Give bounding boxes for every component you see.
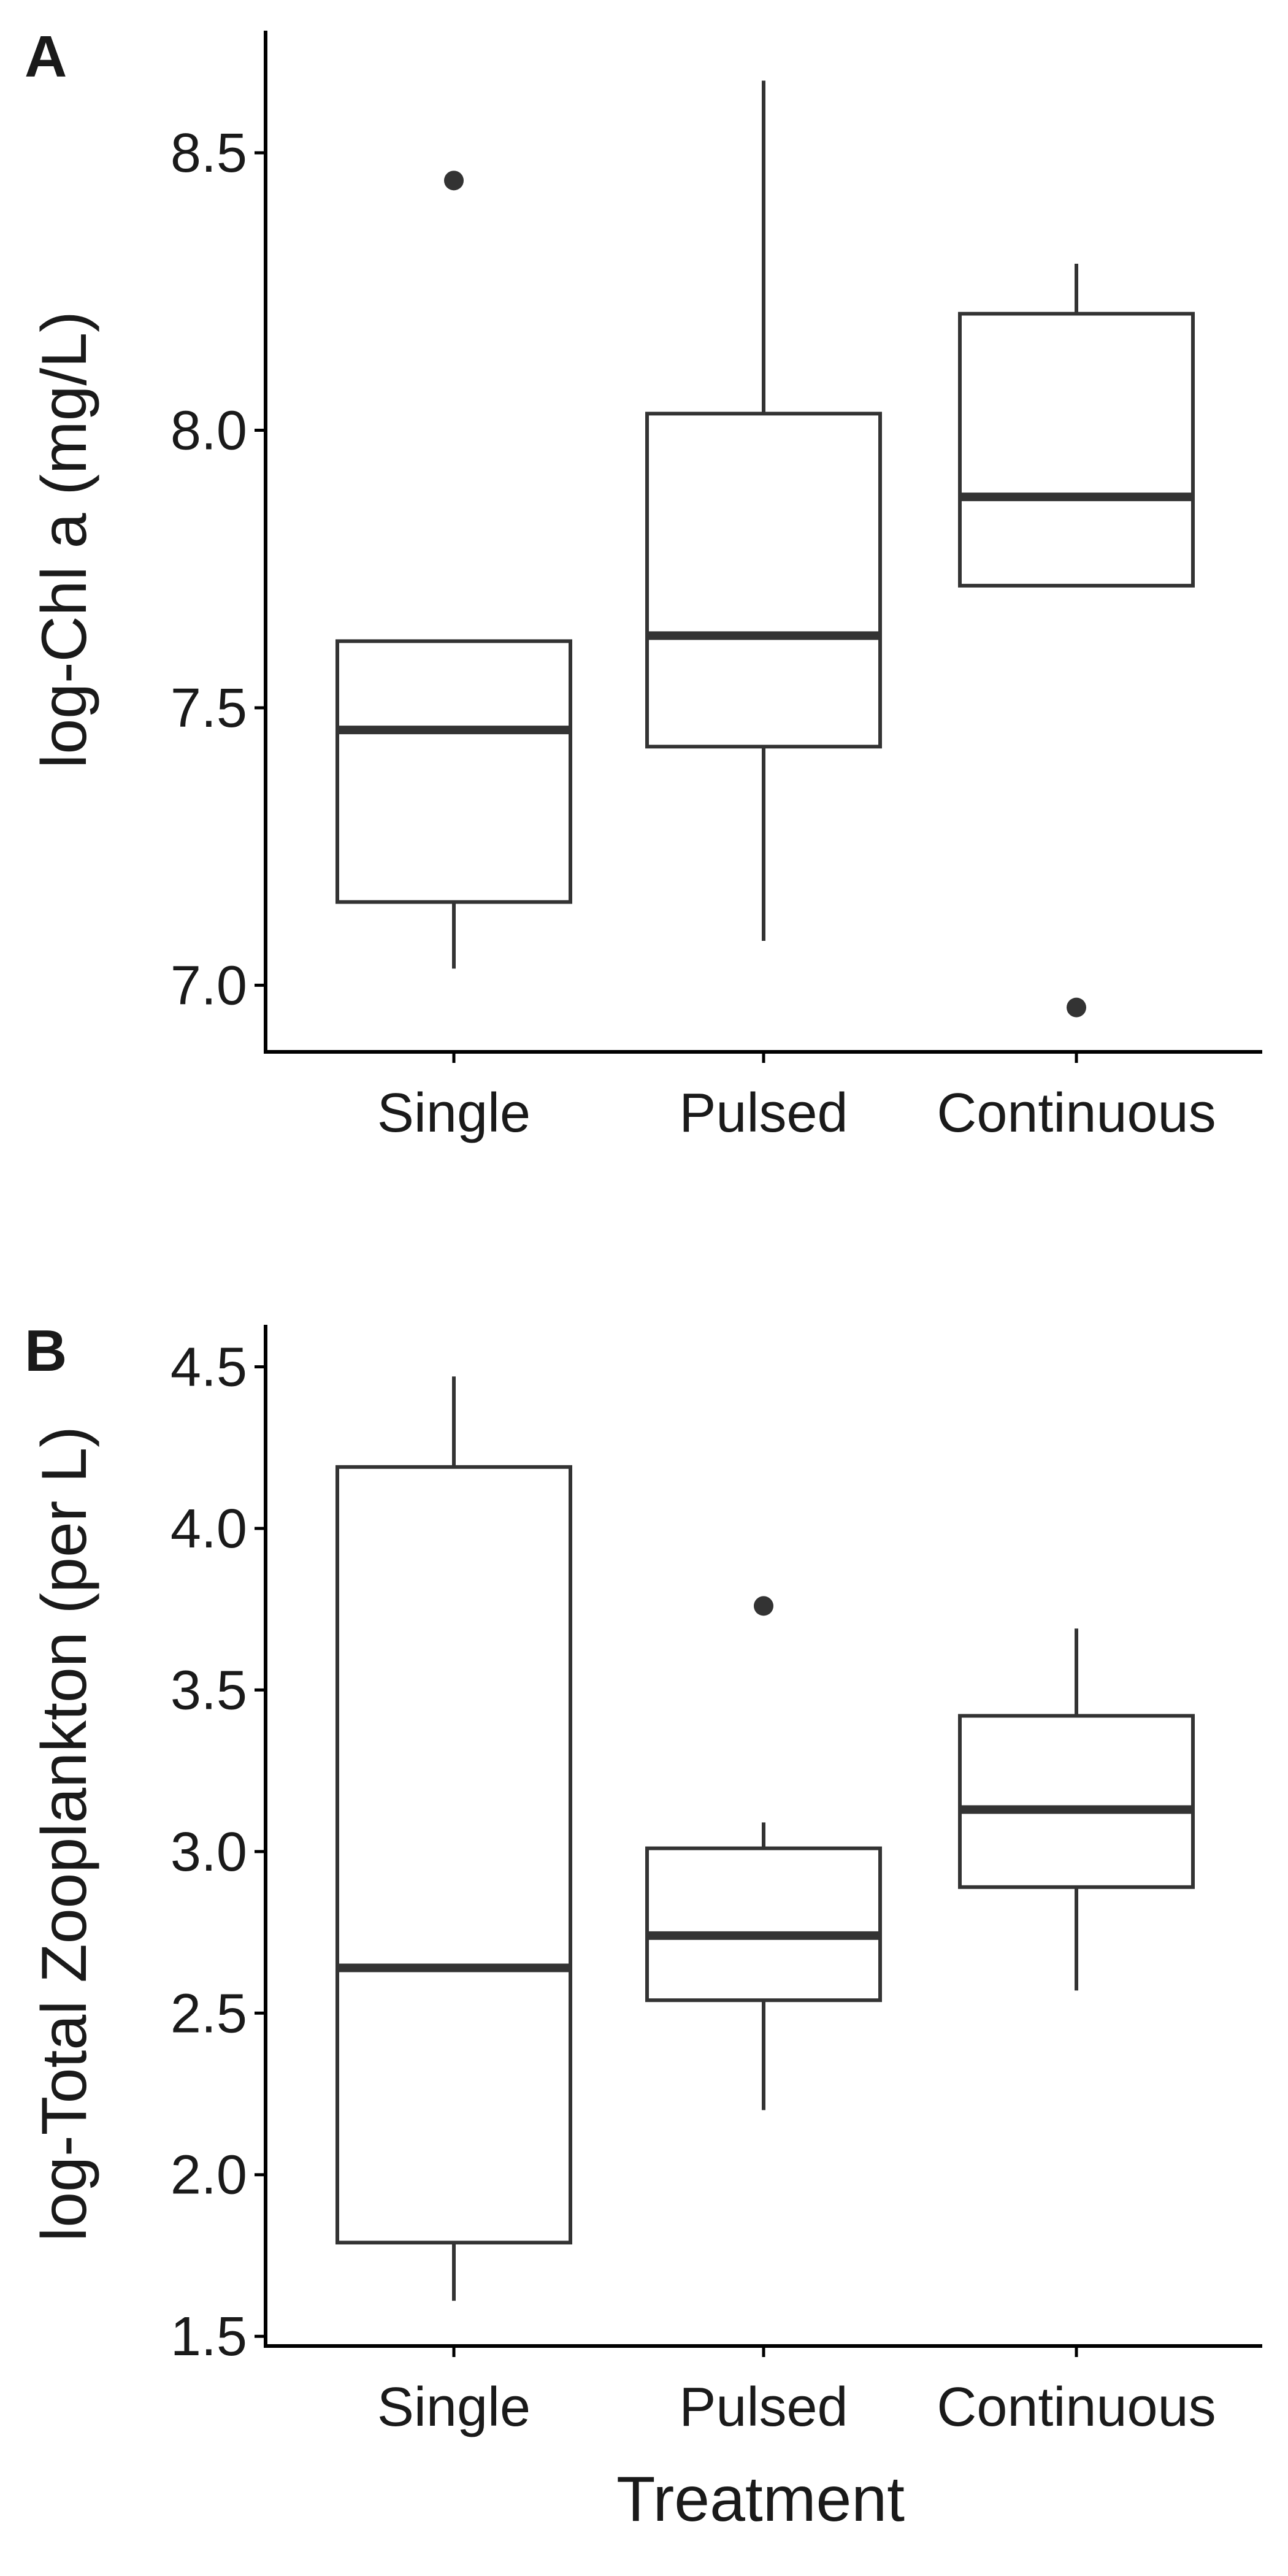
panel-b-label: B	[25, 1318, 67, 1384]
panel-b-category-label: Single	[377, 2377, 531, 2438]
panel-a-marks	[335, 80, 1195, 1018]
panel-a-category-label: Pulsed	[679, 1083, 848, 1144]
panel-b-y-tick-label: 4.5	[171, 1336, 247, 1398]
panel-a-ticks: 7.0 7.5 8.0 8.5 Single Pulsed Continuous	[171, 123, 1216, 1144]
panel-b-y-axis-title: log-Total Zooplankton (per L)	[29, 1426, 100, 2242]
panel-b-y-tick-label: 2.0	[171, 2145, 247, 2206]
panel-b-category-label: Continuous	[937, 2377, 1216, 2438]
outlier-point	[444, 171, 464, 191]
x-axis-title: Treatment	[616, 2464, 905, 2535]
panel-b-box-continuous	[958, 1628, 1195, 1991]
panel-b: B 1.5 2.0 2.5 3.0 3.5 4.0 4.5 Single Pulsed Conti…	[25, 1318, 1262, 2438]
panel-a-category-label: Continuous	[937, 1083, 1216, 1144]
iqr-box	[958, 312, 1195, 588]
panel-a-label: A	[25, 24, 67, 90]
iqr-box	[645, 412, 882, 749]
panel-a-box-single	[335, 171, 572, 969]
iqr-box	[335, 1465, 572, 2245]
panel-b-y-tick-label: 2.5	[171, 1983, 247, 2044]
panel-a-category-label: Single	[377, 1083, 531, 1144]
panel-a-y-tick-label: 7.5	[171, 678, 247, 739]
panel-b-box-pulsed	[645, 1596, 882, 2110]
outlier-point	[754, 1596, 773, 1616]
panel-a-y-axis-title: log-Chl a (mg/L)	[29, 311, 100, 769]
iqr-box	[645, 1846, 882, 2003]
panel-a: A 7.0 7.5 8.0 8.5 Single Pulsed Continuous log…	[25, 24, 1262, 1144]
panel-b-y-tick-label: 1.5	[171, 2306, 247, 2367]
panel-a-y-tick-label: 7.0	[171, 955, 247, 1016]
panel-b-y-tick-label: 3.5	[171, 1660, 247, 1721]
iqr-box	[958, 1714, 1195, 1889]
panel-a-y-tick-label: 8.0	[171, 401, 247, 462]
panel-b-ticks: 1.5 2.0 2.5 3.0 3.5 4.0 4.5 Single Pulsed Continu…	[171, 1336, 1216, 2438]
panel-b-category-label: Pulsed	[679, 2377, 848, 2438]
iqr-box	[335, 639, 572, 904]
panel-a-box-pulsed	[645, 80, 882, 941]
panel-b-box-single	[335, 1376, 572, 2301]
panel-b-y-tick-label: 4.0	[171, 1498, 247, 1560]
panel-a-y-tick-label: 8.5	[171, 123, 247, 184]
outlier-point	[1067, 997, 1086, 1018]
panel-a-box-continuous	[958, 264, 1195, 1018]
panel-b-marks	[335, 1376, 1195, 2301]
panel-b-y-tick-label: 3.0	[171, 1822, 247, 1883]
